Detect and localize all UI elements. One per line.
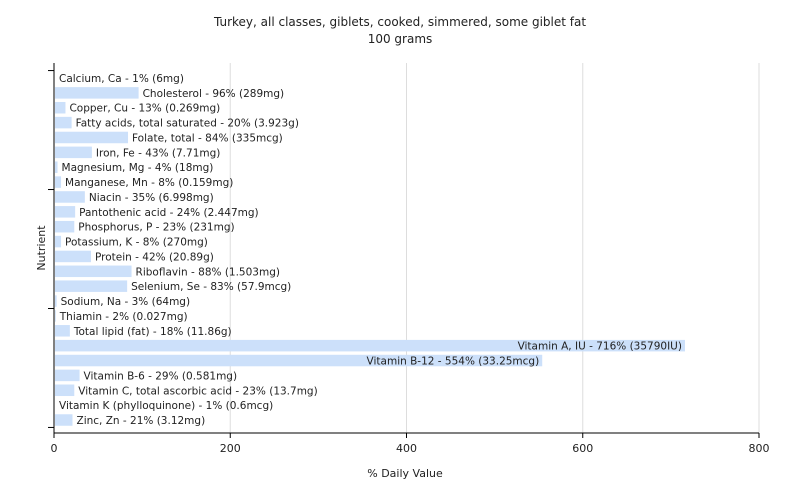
- y-axis-title: Nutrient: [35, 225, 48, 271]
- bar: [55, 146, 92, 159]
- bar: [55, 116, 72, 129]
- bar: [55, 384, 75, 397]
- bar: [55, 87, 139, 99]
- bar: [55, 206, 76, 218]
- bar: [55, 191, 85, 203]
- bar: [55, 339, 685, 352]
- bars: Calcium, Ca - 1% (6mg) Cholesterol - 96% …: [55, 73, 685, 427]
- x-tick-label: 200: [220, 442, 241, 455]
- bar-label: Cholesterol - 96% (289mg): [143, 88, 285, 100]
- bar: [55, 354, 543, 367]
- bar-label: Zinc, Zn - 21% (3.12mg): [77, 415, 206, 427]
- bar-label: Niacin - 35% (6.998mg): [89, 192, 214, 204]
- bar-label: Calcium, Ca - 1% (6mg): [59, 73, 184, 85]
- bar: [55, 131, 129, 144]
- bar-label: Protein - 42% (20.89g): [95, 251, 214, 263]
- chart-subtitle: 100 grams: [367, 32, 433, 46]
- bar: [55, 265, 132, 278]
- bar-label: Pantothenic acid - 24% (2.447mg): [79, 207, 258, 219]
- bar-label: Total lipid (fat) - 18% (11.86g): [73, 326, 232, 338]
- bar: [55, 220, 75, 233]
- bar-label: Copper, Cu - 13% (0.269mg): [69, 103, 220, 115]
- axes: 0 200 400 600 800: [48, 63, 770, 455]
- bar: [55, 161, 58, 173]
- bar: [55, 414, 73, 426]
- x-tick-label: 600: [572, 442, 593, 455]
- bar-label: Manganese, Mn - 8% (0.159mg): [65, 177, 233, 189]
- bar-label: Potassium, K - 8% (270mg): [65, 237, 208, 249]
- bar-label: Magnesium, Mg - 4% (18mg): [62, 162, 214, 174]
- bar: [55, 369, 80, 382]
- bar: [55, 101, 66, 114]
- bar: [55, 176, 62, 188]
- bar: [55, 280, 128, 292]
- bar-label: Vitamin C, total ascorbic acid - 23% (13…: [78, 385, 317, 397]
- bar-label: Fatty acids, total saturated - 20% (3.92…: [76, 118, 299, 130]
- x-axis-title: % Daily Value: [367, 467, 443, 480]
- bar: [55, 325, 70, 337]
- bar-label: Selenium, Se - 83% (57.9mcg): [131, 281, 291, 293]
- bar-label: Thiamin - 2% (0.027mg): [59, 311, 188, 323]
- x-tick-label: 0: [51, 442, 58, 455]
- bar-label: Iron, Fe - 43% (7.71mg): [96, 147, 220, 159]
- bar-label: Folate, total - 84% (335mcg): [132, 132, 283, 144]
- bar-label: Riboflavin - 88% (1.503mg): [136, 266, 280, 278]
- bar: [55, 250, 92, 263]
- bar-label: Vitamin A, IU - 716% (35790IU): [518, 341, 682, 353]
- bar-label: Phosphorus, P - 23% (231mg): [78, 222, 234, 234]
- bar: [55, 310, 56, 322]
- bar-label: Vitamin B-12 - 554% (33.25mcg): [367, 356, 540, 368]
- chart-title: Turkey, all classes, giblets, cooked, si…: [213, 15, 587, 29]
- bar: [55, 235, 62, 248]
- bar-label: Vitamin B-6 - 29% (0.581mg): [84, 370, 238, 382]
- bar-label: Sodium, Na - 3% (64mg): [61, 296, 190, 308]
- x-tick-label: 400: [396, 442, 417, 455]
- x-tick-label: 800: [749, 442, 770, 455]
- grid-lines: [229, 63, 760, 433]
- bar-label: Vitamin K (phylloquinone) - 1% (0.6mcg): [59, 400, 273, 412]
- bar: [55, 295, 57, 307]
